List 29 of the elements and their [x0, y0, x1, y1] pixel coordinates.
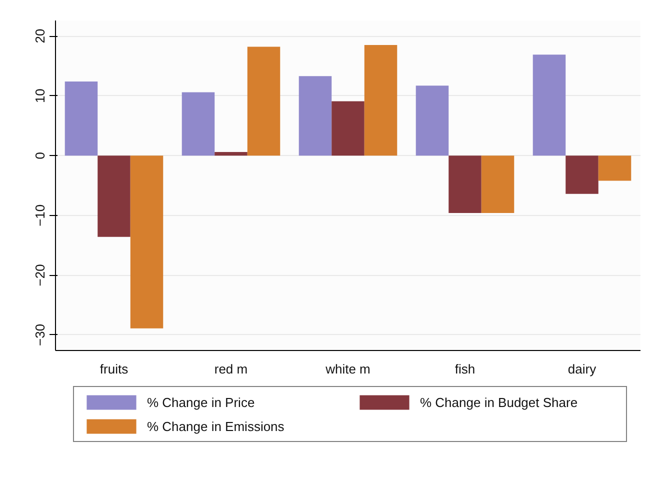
legend-label: % Change in Price [147, 394, 256, 410]
bar [247, 46, 280, 156]
bar [64, 81, 98, 156]
y-tick-label: −20 [32, 264, 48, 286]
bar [332, 101, 364, 156]
bar [416, 86, 449, 156]
y-tick-label: 0 [32, 152, 48, 160]
y-tick-label: −10 [32, 204, 48, 226]
y-tick-label: 10 [32, 88, 48, 104]
x-tick-label: white m [324, 362, 370, 376]
bar [214, 152, 248, 156]
y-tick-label: −30 [32, 324, 48, 346]
bar [130, 156, 164, 328]
x-tick-label: fish [454, 362, 476, 376]
x-tick-label: fruits [100, 362, 129, 376]
bar [298, 76, 332, 156]
bar [481, 156, 514, 213]
legend-label: % Change in Budget Share [420, 394, 579, 410]
bar [532, 54, 566, 156]
legend-label: % Change in Emissions [147, 418, 286, 434]
x-tick-label: dairy [568, 362, 597, 376]
bar [598, 156, 632, 181]
bar [448, 156, 482, 213]
y-tick-label: 20 [32, 28, 48, 44]
bar [182, 92, 215, 156]
bar [566, 156, 598, 194]
bar [98, 156, 130, 237]
x-tick-label: red m [214, 362, 248, 376]
bar [364, 45, 398, 156]
